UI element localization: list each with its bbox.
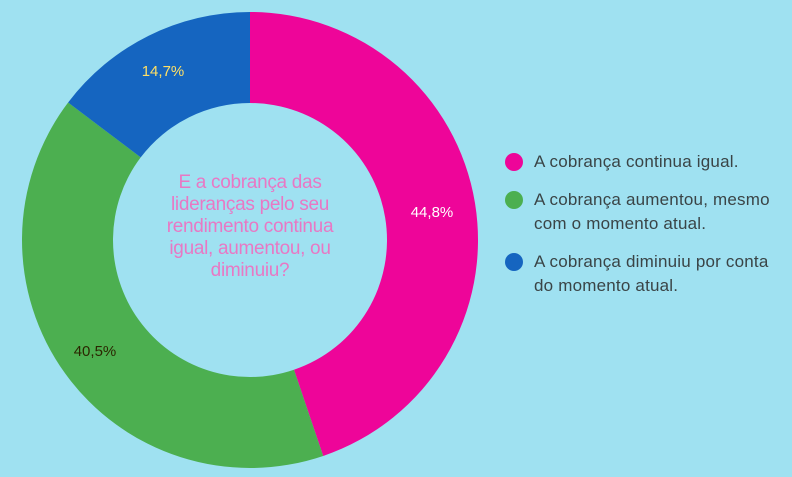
legend-dot-pink — [505, 153, 523, 171]
legend-item-aumentou: A cobrança aumentou, mesmo com o momento… — [505, 188, 785, 236]
donut-slice-1 — [22, 102, 324, 468]
slice-percent-label: 44,8% — [411, 204, 454, 221]
legend-item-continua-igual: A cobrança continua igual. — [505, 150, 785, 174]
legend: A cobrança continua igual. A cobrança au… — [505, 150, 785, 312]
center-question: E a cobrança das lideranças pelo seu ren… — [166, 172, 334, 281]
legend-label: A cobrança continua igual. — [534, 152, 739, 171]
legend-item-diminuiu: A cobrança diminuiu por conta do momento… — [505, 250, 785, 298]
legend-label: A cobrança aumentou, mesmo com o momento… — [534, 190, 770, 233]
donut-slice-2 — [68, 12, 250, 158]
donut-slice-0 — [250, 12, 478, 456]
slice-percent-label: 40,5% — [74, 343, 117, 360]
legend-dot-blue — [505, 253, 523, 271]
legend-dot-green — [505, 191, 523, 209]
legend-label: A cobrança diminuiu por conta do momento… — [534, 252, 769, 295]
slice-percent-label: 14,7% — [142, 63, 185, 80]
